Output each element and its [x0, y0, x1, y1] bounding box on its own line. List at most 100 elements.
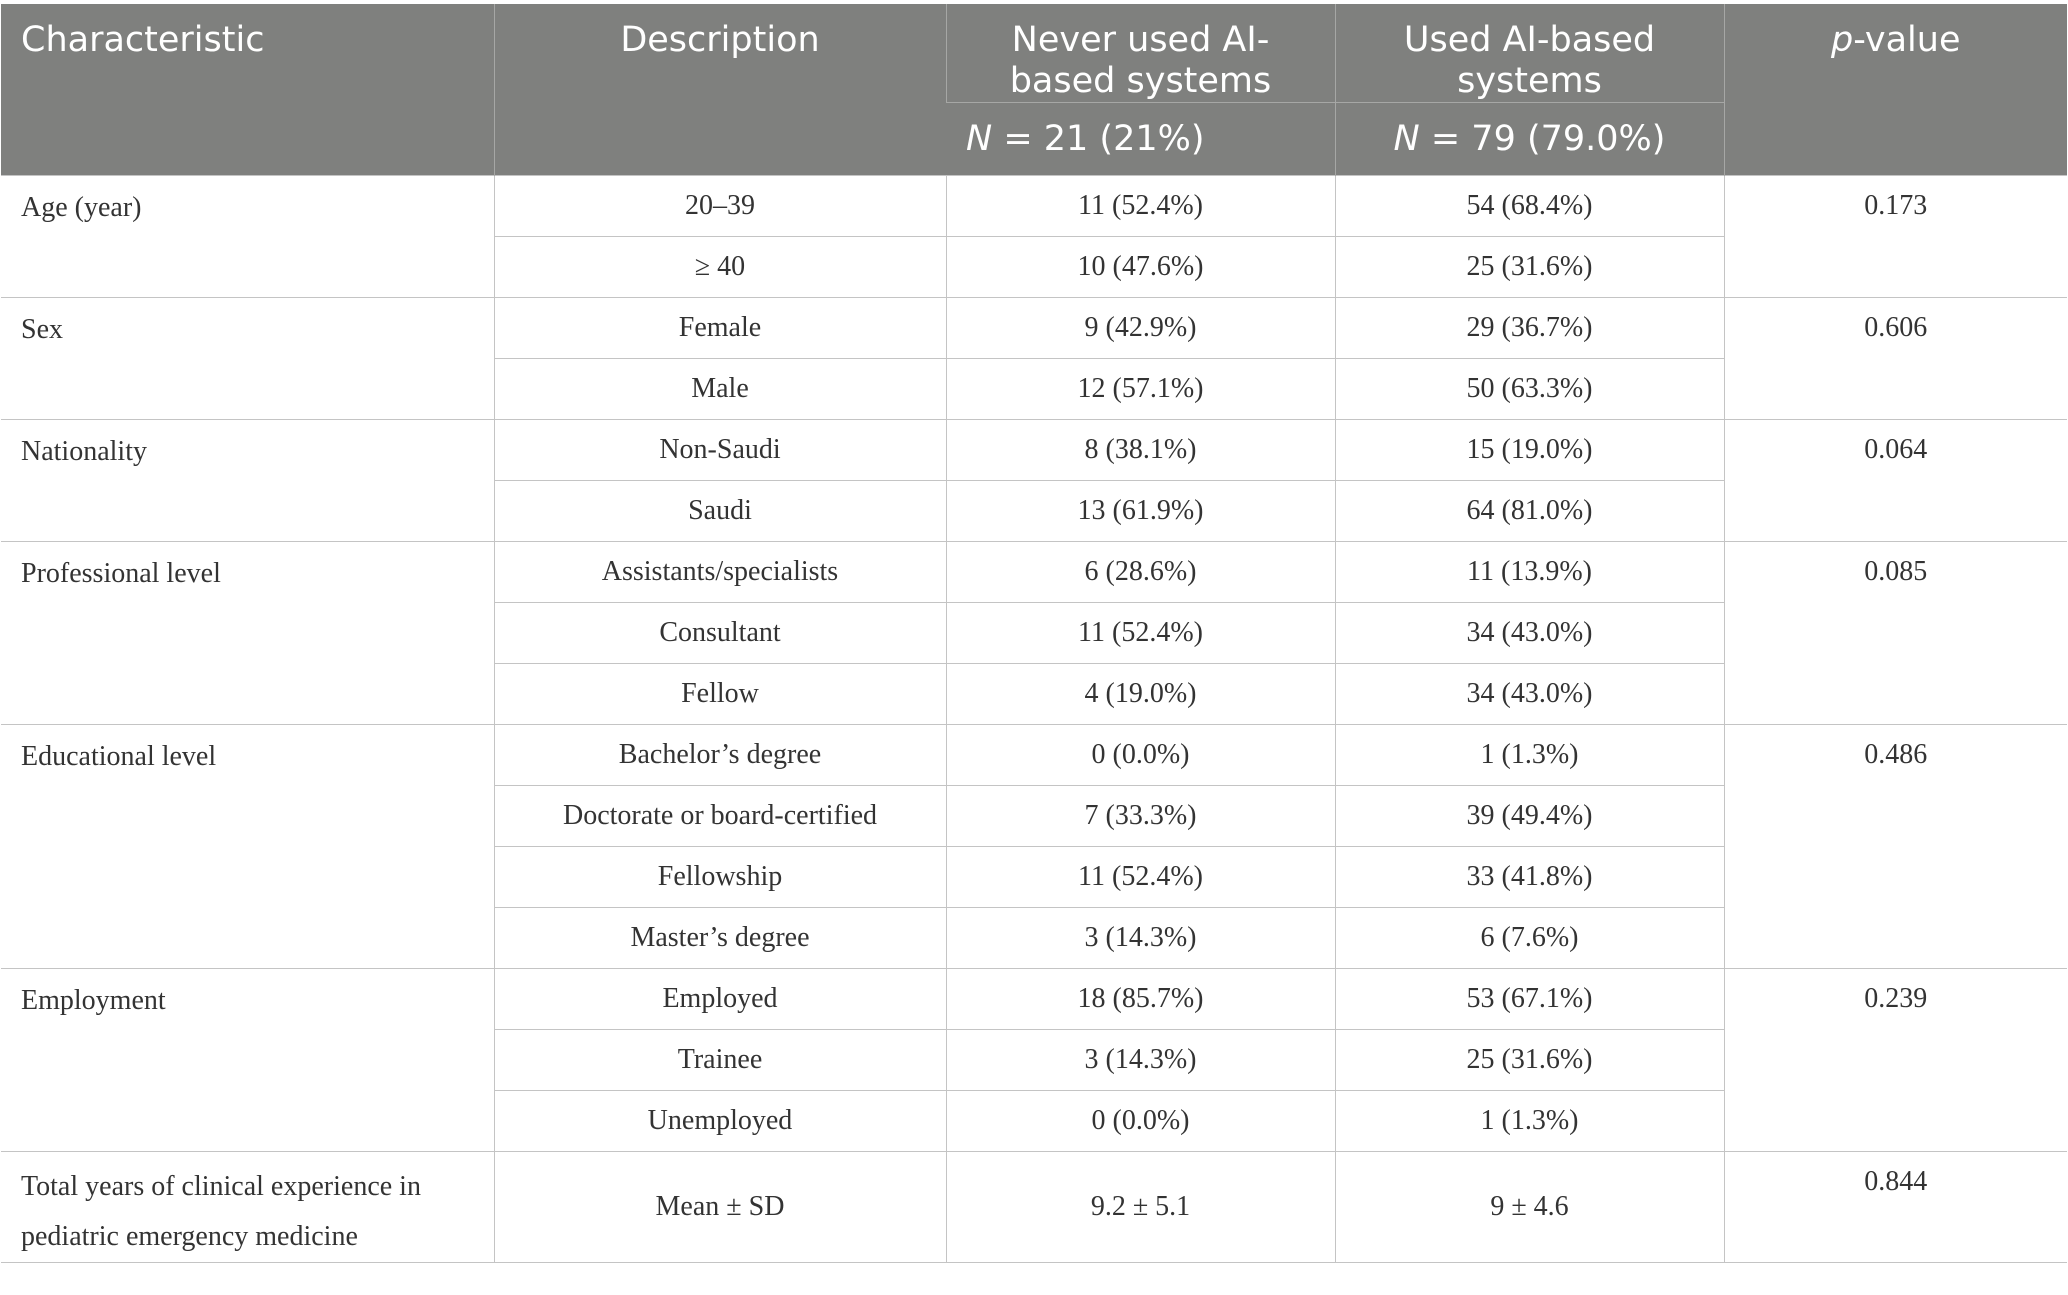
table-row: Professional level Assistants/specialist… — [1, 541, 2067, 725]
characteristic-cell: Employment — [1, 968, 495, 1152]
never-used-cell: 9 (42.9%) — [945, 297, 1336, 359]
characteristic-cell: Age (year) — [1, 175, 495, 298]
header-p-rest: -value — [1853, 20, 1961, 60]
header-never-used: Never used AI-based systems — [945, 4, 1335, 103]
header-p-value: p-value — [1723, 4, 2067, 176]
table-row: ≥ 40 10 (47.6%) 25 (31.6%) — [1, 236, 2067, 298]
never-used-cell: 11 (52.4%) — [945, 602, 1336, 664]
description-cell: Mean ± SD — [493, 1151, 947, 1263]
description-cell: Female — [493, 297, 947, 359]
never-used-cell: 3 (14.3%) — [945, 1029, 1336, 1091]
never-used-cell: 3 (14.3%) — [945, 907, 1336, 969]
table-row: Doctorate or board-certified 7 (33.3%) 3… — [1, 785, 2067, 847]
table-header: Characteristic Description Never used AI… — [1, 4, 2067, 176]
header-used: Used AI-based systems — [1334, 4, 1724, 103]
header-characteristic: Characteristic — [1, 4, 494, 176]
used-cell: 50 (63.3%) — [1334, 358, 1725, 420]
p-value-cell: 0.173 — [1723, 175, 2067, 298]
used-cell: 9 ± 4.6 — [1334, 1151, 1725, 1263]
never-used-cell: 7 (33.3%) — [945, 785, 1336, 847]
header-never-line2: based systems — [1009, 61, 1272, 101]
table-row: Total years of clinical experience in ped… — [1, 1151, 2067, 1263]
description-cell: Male — [493, 358, 947, 420]
characteristic-cell: Educational level — [1, 724, 495, 969]
never-used-cell: 4 (19.0%) — [945, 663, 1336, 725]
header-never-n-value: = 21 (21%) — [992, 118, 1205, 159]
table-row: Consultant 11 (52.4%) 34 (43.0%) — [1, 602, 2067, 664]
used-cell: 25 (31.6%) — [1334, 236, 1725, 298]
used-cell: 6 (7.6%) — [1334, 907, 1725, 969]
p-value-cell: 0.606 — [1723, 297, 2067, 420]
characteristic-cell: Total years of clinical experience in ped… — [1, 1151, 495, 1263]
used-cell: 11 (13.9%) — [1334, 541, 1725, 603]
table-row: Sex Female 9 (42.9%) 29 (36.7%) 0.606 — [1, 297, 2067, 420]
header-used-n-label: N — [1393, 118, 1420, 159]
table-row: Nationality Non-Saudi 8 (38.1%) 15 (19.0… — [1, 419, 2067, 542]
header-p-italic: p — [1830, 20, 1854, 60]
header-used-line2: systems — [1457, 61, 1602, 101]
header-used-n: N = 79 (79.0%) — [1334, 102, 1724, 176]
description-cell: Assistants/specialists — [493, 541, 947, 603]
table-row: Trainee 3 (14.3%) 25 (31.6%) — [1, 1029, 2067, 1091]
p-value-cell: 0.844 — [1723, 1151, 2067, 1263]
used-cell: 29 (36.7%) — [1334, 297, 1725, 359]
header-description: Description — [493, 4, 946, 176]
never-used-cell: 9.2 ± 5.1 — [945, 1151, 1336, 1263]
used-cell: 25 (31.6%) — [1334, 1029, 1725, 1091]
never-used-cell: 8 (38.1%) — [945, 419, 1336, 481]
never-used-cell: 11 (52.4%) — [945, 175, 1336, 237]
characteristic-cell: Sex — [1, 297, 495, 420]
never-used-cell: 0 (0.0%) — [945, 1090, 1336, 1152]
description-cell: Consultant — [493, 602, 947, 664]
characteristic-line1: Total years of clinical experience in — [21, 1171, 421, 1202]
used-cell: 1 (1.3%) — [1334, 724, 1725, 786]
description-cell: Saudi — [493, 480, 947, 542]
characteristic-cell: Nationality — [1, 419, 495, 542]
description-cell: Fellowship — [493, 846, 947, 908]
description-cell: Fellow — [493, 663, 947, 725]
header-used-line1: Used AI-based — [1403, 20, 1656, 60]
description-cell: Unemployed — [493, 1090, 947, 1152]
description-cell: Non-Saudi — [493, 419, 947, 481]
never-used-cell: 12 (57.1%) — [945, 358, 1336, 420]
characteristics-table: Characteristic Description Never used AI… — [1, 4, 2067, 1263]
p-value-cell: 0.085 — [1723, 541, 2067, 725]
characteristic-cell: Professional level — [1, 541, 495, 725]
description-cell: Master’s degree — [493, 907, 947, 969]
table-body: Age (year) 20–39 11 (52.4%) 54 (68.4%) 0… — [1, 175, 2067, 1263]
header-used-n-value: = 79 (79.0%) — [1419, 118, 1666, 159]
used-cell: 1 (1.3%) — [1334, 1090, 1725, 1152]
used-cell: 15 (19.0%) — [1334, 419, 1725, 481]
table-row: Master’s degree 3 (14.3%) 6 (7.6%) — [1, 907, 2067, 969]
used-cell: 54 (68.4%) — [1334, 175, 1725, 237]
p-value-cell: 0.486 — [1723, 724, 2067, 969]
description-cell: Bachelor’s degree — [493, 724, 947, 786]
table-row: Fellowship 11 (52.4%) 33 (41.8%) — [1, 846, 2067, 908]
header-never-n: N = 21 (21%) — [946, 102, 1335, 176]
never-used-cell: 18 (85.7%) — [945, 968, 1336, 1030]
description-cell: Doctorate or board-certified — [493, 785, 947, 847]
p-value-cell: 0.239 — [1723, 968, 2067, 1152]
header-never-line1: Never used AI- — [1011, 20, 1270, 60]
table-row: Age (year) 20–39 11 (52.4%) 54 (68.4%) 0… — [1, 175, 2067, 298]
characteristic-line2: pediatric emergency medicine — [21, 1221, 358, 1252]
never-used-cell: 6 (28.6%) — [945, 541, 1336, 603]
used-cell: 64 (81.0%) — [1334, 480, 1725, 542]
table-row: Educational level Bachelor’s degree 0 (0… — [1, 724, 2067, 969]
never-used-cell: 10 (47.6%) — [945, 236, 1336, 298]
used-cell: 53 (67.1%) — [1334, 968, 1725, 1030]
never-used-cell: 0 (0.0%) — [945, 724, 1336, 786]
table-row: Employment Employed 18 (85.7%) 53 (67.1%… — [1, 968, 2067, 1152]
description-cell: 20–39 — [493, 175, 947, 237]
never-used-cell: 11 (52.4%) — [945, 846, 1336, 908]
used-cell: 34 (43.0%) — [1334, 602, 1725, 664]
p-value-cell: 0.064 — [1723, 419, 2067, 542]
description-cell: ≥ 40 — [493, 236, 947, 298]
description-cell: Trainee — [493, 1029, 947, 1091]
used-cell: 39 (49.4%) — [1334, 785, 1725, 847]
used-cell: 33 (41.8%) — [1334, 846, 1725, 908]
description-cell: Employed — [493, 968, 947, 1030]
used-cell: 34 (43.0%) — [1334, 663, 1725, 725]
table-row: Fellow 4 (19.0%) 34 (43.0%) — [1, 663, 2067, 725]
header-never-n-label: N — [966, 118, 993, 159]
